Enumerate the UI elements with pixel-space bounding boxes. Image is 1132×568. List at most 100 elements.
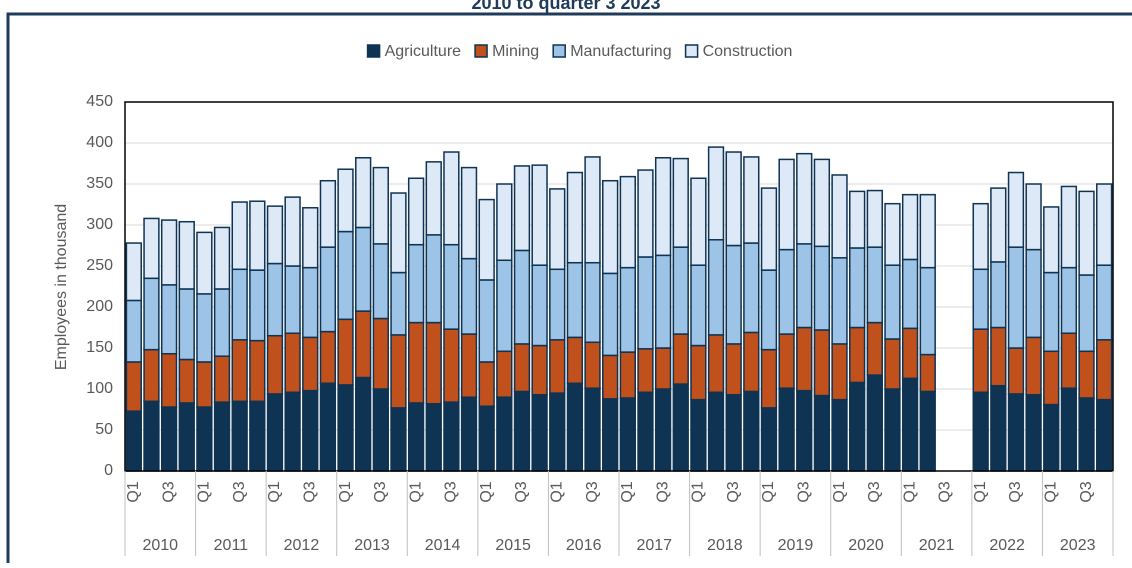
x-tick-label: Q1: [196, 481, 213, 502]
bar-segment: [302, 266, 319, 339]
bar-segment: [1043, 271, 1060, 353]
bar-segment: [319, 179, 337, 248]
bar-segment: [866, 374, 883, 472]
bar-segment: [196, 406, 213, 472]
bar-segment: [760, 407, 778, 472]
bar-segment: [1025, 248, 1042, 339]
y-tick-label: 400: [86, 134, 113, 151]
x-tick-label: Q3: [231, 481, 248, 502]
x-tick-label: Q3: [1007, 481, 1024, 502]
bar-segment: [531, 264, 548, 347]
bar-segment: [372, 166, 389, 245]
bar-segment: [496, 396, 513, 472]
bar-segment: [849, 247, 866, 329]
bar-segment: [1025, 336, 1042, 396]
bar-segment: [496, 259, 513, 353]
bar-segment: [355, 376, 372, 472]
y-tick-label: 200: [86, 298, 113, 315]
bar-segment: [566, 261, 584, 339]
bar-segment: [919, 266, 936, 356]
bar-segment: [866, 321, 883, 376]
bar-segment: [637, 348, 654, 394]
legend-swatch: [474, 44, 488, 58]
bar-segment: [213, 288, 231, 357]
legend-swatch: [684, 44, 699, 58]
y-tick-label: 250: [86, 257, 113, 274]
x-tick-label: Q3: [725, 481, 742, 502]
bar-segment: [849, 381, 866, 472]
legend-label: Manufacturing: [570, 43, 671, 60]
bar-segment: [972, 268, 989, 330]
bar-segment: [513, 165, 531, 252]
bar-segment: [672, 157, 689, 248]
bar-segment: [602, 354, 619, 400]
bar-segment: [549, 392, 566, 472]
bar-segment: [619, 175, 636, 269]
bar-segment: [707, 239, 725, 336]
x-tick-label: Q3: [795, 481, 812, 502]
bar-segment: [1007, 393, 1025, 472]
bar-segment: [249, 200, 266, 271]
legend-label: Mining: [492, 43, 539, 60]
y-tick-label: 350: [86, 175, 113, 192]
legend-label: Agriculture: [385, 43, 462, 60]
bar-segment: [1025, 393, 1042, 472]
bar-segment: [813, 158, 831, 248]
x-group-label: 2021: [919, 537, 955, 554]
x-group-label: 2012: [284, 537, 320, 554]
bar-segment: [831, 174, 848, 259]
bar-segment: [496, 183, 513, 262]
x-group-label: 2023: [1060, 537, 1096, 554]
bar-segment: [602, 272, 619, 357]
bar-segment: [143, 400, 160, 472]
bar-segment: [143, 348, 160, 403]
bar-segment: [231, 400, 248, 472]
bar-segment: [725, 151, 742, 247]
x-tick-label: Q3: [443, 481, 460, 502]
bar-segment: [619, 397, 636, 472]
x-tick-label: Q1: [337, 481, 354, 502]
bar-segment: [284, 332, 301, 394]
bar-segment: [1078, 397, 1095, 472]
bar-segment: [619, 351, 636, 399]
bar-segment: [602, 179, 619, 275]
bar-segment: [760, 348, 778, 409]
bar-segment: [549, 339, 566, 394]
bar-segment: [725, 343, 742, 396]
bar-segment: [990, 326, 1007, 387]
bar-segment: [972, 391, 989, 472]
bar-segment: [849, 190, 866, 249]
bar-segment: [654, 157, 672, 257]
bar-segment: [972, 202, 989, 271]
bar-segment: [407, 402, 425, 472]
bar-segment: [425, 403, 442, 472]
bar-segment: [919, 353, 936, 393]
x-group-label: 2015: [495, 537, 531, 554]
bar-segment: [249, 269, 266, 342]
y-tick-label: 50: [95, 421, 113, 438]
bar-segment: [160, 352, 178, 408]
x-group-label: 2014: [425, 537, 461, 554]
y-tick-label: 0: [104, 462, 113, 479]
bar-segment: [425, 161, 442, 236]
bar-segment: [443, 243, 460, 330]
bar-segment: [443, 151, 460, 246]
bar-segment: [796, 243, 813, 329]
bar-segment: [566, 382, 584, 472]
bar-segment: [919, 390, 936, 472]
bar-segment: [584, 387, 601, 472]
bar-segment: [690, 398, 707, 472]
bar-segment: [355, 226, 372, 312]
x-group-label: 2022: [989, 537, 1025, 554]
x-group-label: 2010: [142, 537, 178, 554]
bar-segment: [1043, 403, 1060, 472]
bar-segment: [619, 266, 636, 353]
bar-segment: [160, 406, 178, 472]
x-tick-label: Q3: [160, 481, 177, 502]
bar-segment: [725, 244, 742, 345]
x-tick-label: Q3: [584, 481, 601, 502]
x-tick-label: Q1: [831, 481, 848, 502]
bar-segment: [178, 358, 195, 404]
bar-segment: [901, 377, 919, 472]
